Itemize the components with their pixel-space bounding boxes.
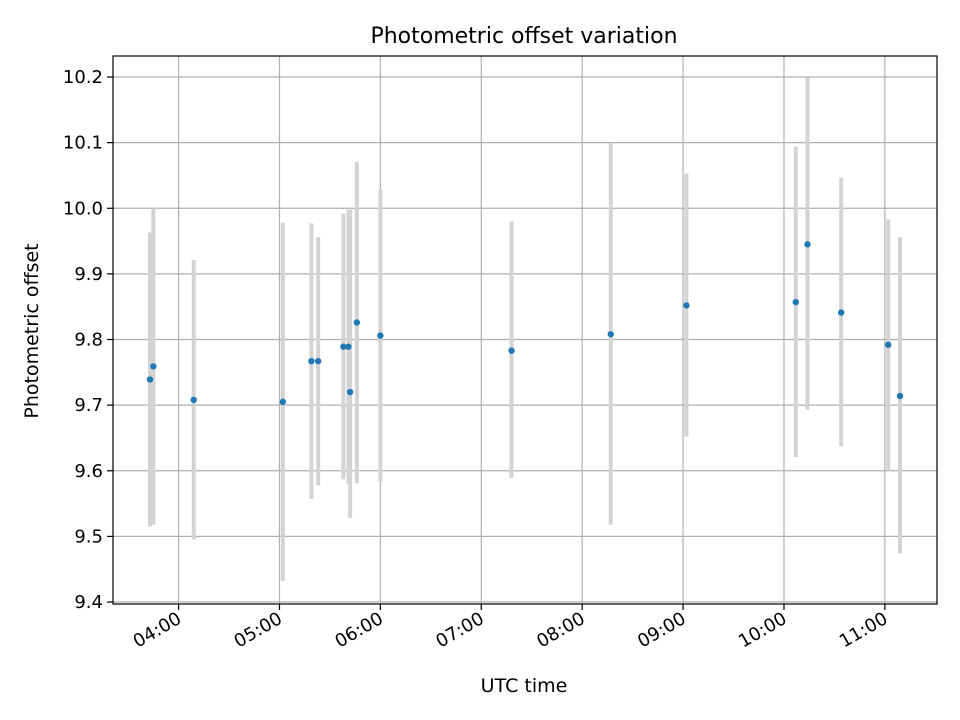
y-tick-label: 10.0: [63, 198, 103, 219]
data-point: [314, 357, 322, 365]
data-point: [837, 309, 845, 316]
chart-title: Photometric offset variation: [370, 24, 677, 49]
data-point: [353, 319, 361, 326]
data-point: [346, 388, 354, 396]
y-tick-label: 10.2: [63, 67, 103, 88]
x-axis-label: UTC time: [481, 675, 568, 697]
data-point: [896, 392, 904, 400]
data-point: [377, 332, 384, 339]
data-point: [190, 396, 197, 404]
data-point: [345, 343, 352, 350]
y-tick-label: 9.9: [74, 264, 103, 285]
plot-area-frame: [112, 55, 938, 605]
data-point: [340, 343, 347, 350]
data-point: [792, 298, 799, 306]
data-point: [607, 331, 614, 338]
y-tick-label: 9.8: [74, 330, 103, 351]
y-tick-label: 9.5: [74, 526, 103, 547]
data-point: [804, 241, 811, 248]
data-point: [885, 341, 892, 348]
y-axis-label: Photometric offset: [21, 243, 43, 418]
y-tick-label: 9.4: [74, 592, 103, 613]
data-point: [683, 302, 690, 309]
data-point: [150, 363, 157, 370]
data-point: [146, 376, 154, 383]
data-point: [308, 357, 315, 365]
data-point: [508, 347, 515, 354]
y-tick-label: 9.6: [74, 461, 103, 482]
y-tick-label: 9.7: [74, 395, 103, 416]
data-points: [146, 241, 904, 406]
y-tick-label: 10.1: [63, 133, 103, 154]
data-point: [279, 398, 287, 406]
grid: [113, 56, 937, 604]
